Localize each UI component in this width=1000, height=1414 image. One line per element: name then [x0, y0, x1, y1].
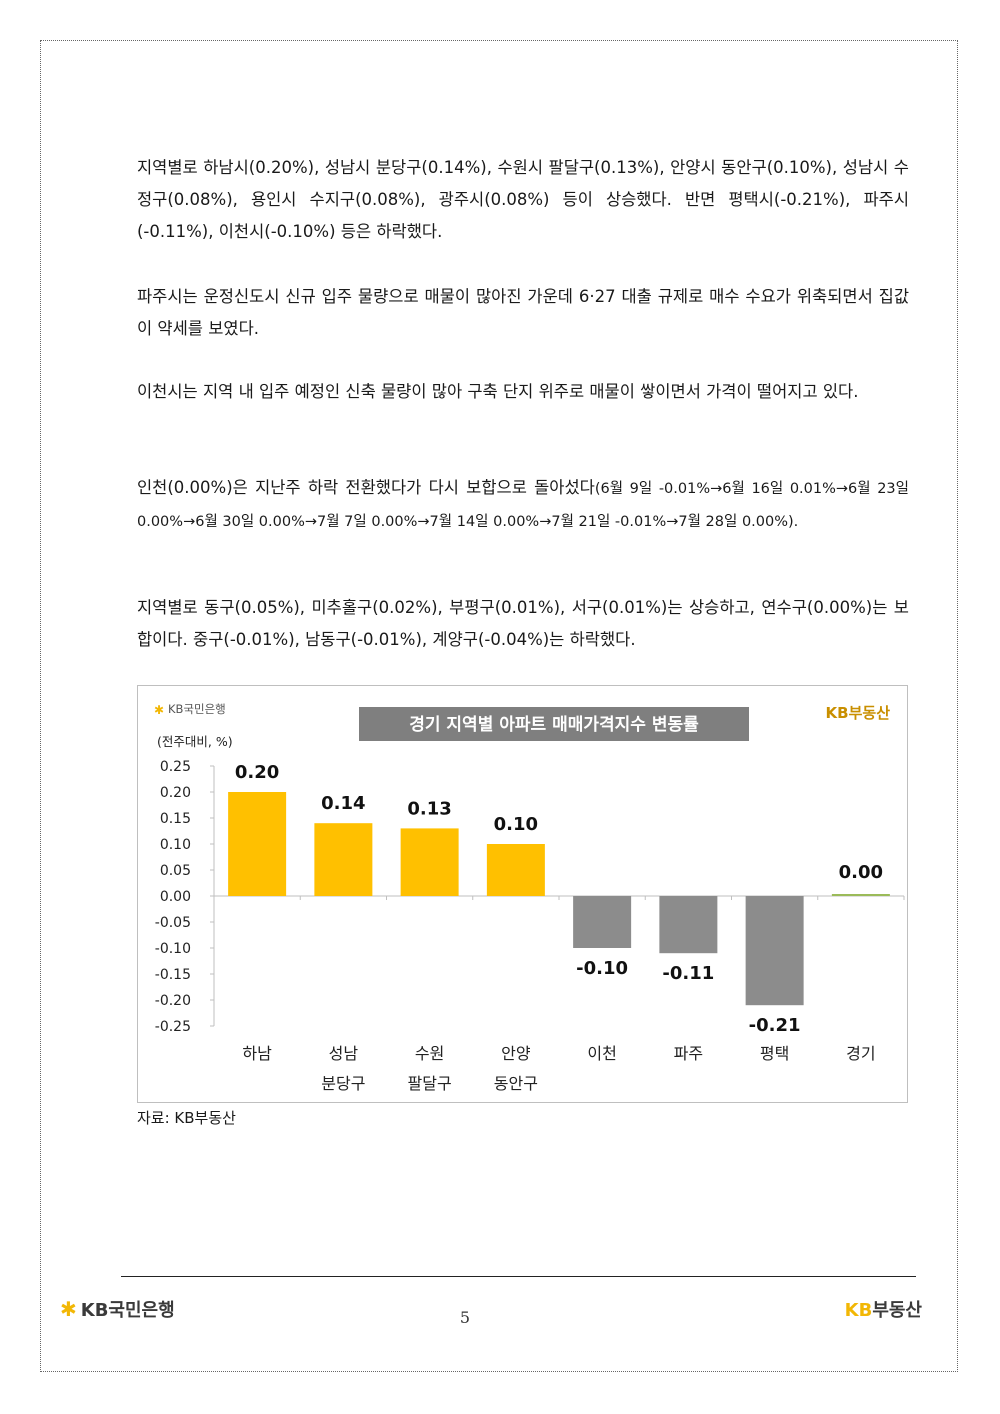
data-label: 0.20	[235, 762, 279, 783]
x-category-label: 분당구	[321, 1074, 365, 1093]
x-category-label: 이천	[587, 1044, 616, 1063]
paragraph-paju: 파주시는 운정신도시 신규 입주 물량으로 매물이 많아진 가운데 6·27 대…	[137, 287, 909, 338]
x-category-label: 수원	[415, 1044, 444, 1063]
x-category-label: 팔달구	[408, 1074, 452, 1093]
chart-unit-label: (전주대비, %)	[157, 734, 233, 749]
chart-title: 경기 지역별 아파트 매매가격지수 변동률	[409, 715, 699, 735]
bar	[400, 828, 459, 896]
chart-brand-logo: KB부동산	[826, 704, 891, 722]
kb-star-icon: ✱	[60, 1297, 77, 1321]
chart-bank-logo: KB국민은행	[168, 702, 226, 716]
y-tick-label: -0.05	[155, 915, 191, 931]
data-label: 0.14	[321, 793, 365, 814]
page-number: 5	[459, 1308, 471, 1327]
x-category-label: 안양	[501, 1044, 531, 1063]
x-category-label: 파주	[674, 1044, 703, 1063]
footer-divider	[121, 1276, 916, 1277]
y-tick-label: 0.00	[160, 889, 191, 905]
x-category-label: 동안구	[494, 1074, 538, 1093]
chart-title-banner	[359, 707, 749, 741]
bar	[228, 792, 287, 896]
paragraph-incheon: 인천(0.00%)은 지난주 하락 전환했다가 다시 보합으로 돌아섰다(6월 …	[137, 472, 909, 538]
paragraph-incheon-main: 인천(0.00%)은 지난주 하락 전환했다가 다시 보합으로 돌아섰다	[137, 478, 595, 497]
footer-bank-logo: ✱ KB국민은행	[60, 1296, 175, 1322]
bar	[659, 896, 718, 954]
data-label: 0.13	[407, 798, 451, 819]
paragraph-icheon: 이천시는 지역 내 입주 예정인 신축 물량이 많아 구축 단지 위주로 매물이…	[137, 382, 859, 401]
y-tick-label: -0.15	[155, 967, 191, 983]
y-tick-label: -0.20	[155, 993, 191, 1009]
x-category-label: 경기	[846, 1044, 875, 1063]
paragraph-incheon-regions: 지역별로 동구(0.05%), 미추홀구(0.02%), 부평구(0.01%),…	[137, 598, 909, 649]
y-tick-label: 0.05	[160, 863, 191, 879]
x-category-label: 하남	[242, 1044, 272, 1063]
x-category-label: 성남	[329, 1044, 359, 1063]
y-tick-label: 0.10	[160, 837, 191, 853]
y-tick-label: 0.15	[160, 811, 191, 827]
data-label: -0.11	[662, 963, 714, 984]
bar	[831, 894, 890, 896]
chart-bank-star-icon: ✱	[154, 703, 164, 717]
x-category-label: 평택	[760, 1044, 789, 1063]
y-tick-label: -0.10	[155, 941, 191, 957]
data-label: 0.10	[494, 814, 538, 835]
bar	[745, 896, 804, 1006]
footer-brand-logo: KB부동산	[845, 1296, 922, 1322]
bar	[486, 844, 545, 896]
footer-bank-logo-text: KB국민은행	[80, 1300, 175, 1321]
data-label: -0.21	[749, 1015, 801, 1036]
paragraph-incheon-detail: (6월 9일 -0.01%→6월 16일 0.01%→6월 23일 0.00%→…	[137, 481, 909, 530]
paragraph-gyeonggi-regions: 지역별로 하남시(0.20%), 성남시 분당구(0.14%), 수원시 팔달구…	[137, 158, 909, 241]
y-tick-label: 0.20	[160, 785, 191, 801]
data-label: -0.10	[576, 958, 628, 979]
chart-source: 자료: KB부동산	[137, 1109, 236, 1127]
y-tick-label: -0.25	[155, 1019, 191, 1035]
data-label: 0.00	[839, 862, 883, 883]
footer-brand-rest: 부동산	[872, 1300, 922, 1321]
y-tick-label: 0.25	[160, 759, 191, 775]
page-border	[40, 40, 958, 1372]
footer-brand-kb: KB	[844, 1300, 873, 1321]
bar	[314, 823, 373, 896]
bar	[573, 896, 632, 948]
